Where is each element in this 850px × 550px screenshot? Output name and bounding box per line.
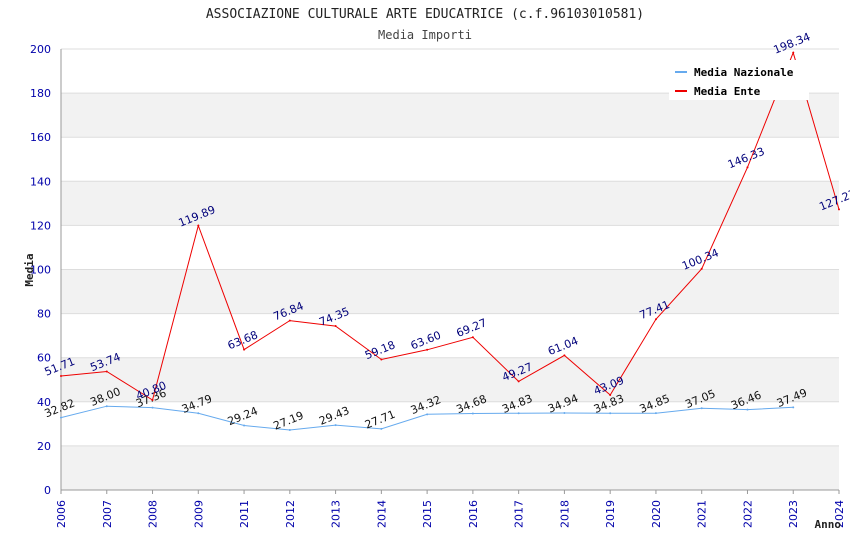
x-tick-label: 2015: [421, 500, 434, 528]
x-tick-label: 2024: [833, 500, 846, 528]
data-point-nazionale: [792, 406, 795, 409]
y-tick-label: 160: [30, 131, 51, 144]
legend: Media Nazionale Media Ente: [669, 60, 809, 100]
data-point-nazionale: [563, 411, 566, 414]
data-point-ente: [746, 166, 749, 169]
chart-title: ASSOCIAZIONE CULTURALE ARTE EDUCATRICE (…: [206, 7, 644, 22]
data-point-ente: [517, 380, 520, 383]
x-tick-label: 2017: [513, 500, 526, 528]
plot-band: [61, 137, 839, 182]
y-tick-label: 40: [37, 396, 51, 409]
data-point-ente: [151, 399, 154, 402]
data-point-nazionale: [471, 412, 474, 415]
chart-subtitle: Media Importi: [378, 28, 472, 42]
y-tick-label: 100: [30, 264, 51, 277]
legend-entry: Media Nazionale: [694, 66, 794, 79]
data-point-ente: [563, 354, 566, 357]
data-point-ente: [334, 325, 337, 328]
data-point-ente: [197, 224, 200, 227]
y-axis-label: Media: [23, 253, 36, 286]
x-axis-label: Anno: [815, 518, 842, 531]
data-point-nazionale: [334, 424, 337, 427]
y-tick-label: 140: [30, 175, 51, 188]
plot-band: [61, 181, 839, 226]
x-tick-label: 2008: [147, 500, 160, 528]
legend-entry: Media Ente: [694, 85, 761, 98]
y-tick-label: 80: [37, 308, 51, 321]
data-point-ente: [380, 358, 383, 361]
data-point-nazionale: [746, 408, 749, 411]
y-tick-label: 200: [30, 43, 51, 56]
x-tick-label: 2021: [696, 500, 709, 528]
x-tick-label: 2011: [238, 500, 251, 528]
y-tick-label: 20: [37, 440, 51, 453]
y-tick-label: 0: [44, 484, 51, 497]
x-tick-label: 2020: [650, 500, 663, 528]
data-point-ente: [243, 348, 246, 351]
data-point-ente: [105, 370, 108, 373]
data-point-nazionale: [654, 412, 657, 415]
data-point-ente: [792, 51, 795, 54]
plot-band: [61, 225, 839, 270]
x-tick-label: 2023: [787, 500, 800, 528]
x-tick-label: 2006: [55, 500, 68, 528]
plot-band: [61, 269, 839, 314]
plot-band: [61, 445, 839, 490]
data-point-nazionale: [426, 413, 429, 416]
data-point-ente: [288, 319, 291, 322]
plot-band: [61, 313, 839, 358]
data-point-ente: [609, 393, 612, 396]
plot-band: [61, 357, 839, 402]
plot-background: [61, 49, 839, 490]
x-axis-ticks: 2006 2007 2008 2009 2011 2012 2013 2014 2015 2016…: [55, 490, 846, 528]
data-point-nazionale: [197, 412, 200, 415]
y-axis-ticks: 0 20 40 60 80 100 120 140 160 180 200: [30, 43, 51, 497]
y-tick-label: 180: [30, 87, 51, 100]
data-point-nazionale: [105, 405, 108, 408]
data-point-ente: [426, 348, 429, 351]
legend-box: [669, 60, 809, 100]
data-point-nazionale: [151, 406, 154, 409]
data-point-ente: [654, 318, 657, 321]
series-line-media-ente: [60, 51, 840, 401]
y-tick-label: 60: [37, 352, 51, 365]
data-point-ente: [700, 267, 703, 270]
x-tick-label: 2018: [558, 500, 571, 528]
x-tick-label: 2013: [330, 500, 343, 528]
axes: [60, 49, 839, 491]
x-tick-label: 2012: [284, 500, 297, 528]
data-point-nazionale: [609, 412, 612, 415]
x-tick-label: 2019: [604, 500, 617, 528]
data-point-nazionale: [243, 424, 246, 427]
data-point-ente: [471, 336, 474, 339]
x-tick-label: 2016: [467, 500, 480, 528]
x-tick-label: 2007: [101, 500, 114, 528]
plot-band: [61, 401, 839, 446]
data-point-nazionale: [380, 427, 383, 430]
data-point-ente: [838, 208, 840, 211]
y-tick-label: 120: [30, 219, 51, 232]
data-point-nazionale: [60, 416, 62, 419]
x-tick-label: 2014: [375, 500, 388, 528]
data-point-nazionale: [288, 429, 291, 432]
x-tick-label: 2009: [192, 500, 205, 528]
data-point-ente: [60, 374, 62, 377]
data-point-nazionale: [700, 407, 703, 410]
x-tick-label: 2022: [741, 500, 754, 528]
data-point-nazionale: [517, 412, 520, 415]
plot-band: [61, 93, 839, 138]
